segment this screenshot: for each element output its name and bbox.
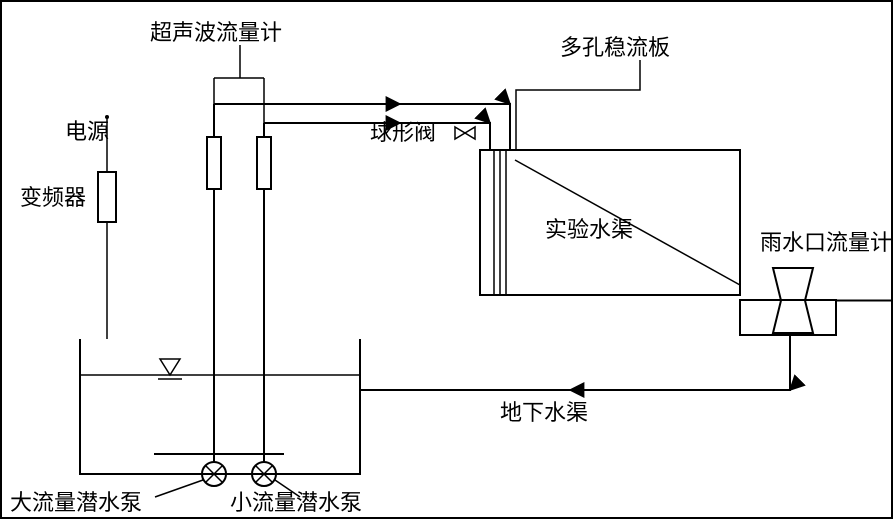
inverter-label: 变频器 — [20, 185, 86, 210]
perforated-plate — [494, 150, 506, 295]
underground-channel — [360, 335, 790, 390]
inlet-flowmeter-label: 雨水口流量计 — [760, 230, 892, 255]
ultrasonic-flowmeter-label: 超声波流量计 — [150, 20, 282, 45]
ball-valve-icon — [455, 127, 475, 139]
ball-valve-label: 球形阀 — [370, 120, 436, 145]
underground-channel-label: 地下水渠 — [500, 400, 588, 425]
perforated-plate-label: 多孔稳流板 — [560, 35, 670, 60]
figure-border — [1, 1, 892, 518]
inverter — [98, 172, 116, 222]
inlet-flowmeter — [740, 268, 893, 335]
diagram-root: 超声波流量计 多孔稳流板 电源 变频器 球形阀 实验水渠 雨水口流量计 地下水渠… — [0, 0, 893, 519]
small-pump-label: 小流量潜水泵 — [230, 490, 362, 515]
power-label: 电源 — [65, 119, 109, 144]
ultrasonic-flowmeter-left — [207, 137, 221, 189]
ultrasonic-flowmeter-right — [257, 137, 271, 189]
experiment-channel-label: 实验水渠 — [545, 217, 633, 242]
leader-lines — [155, 45, 640, 497]
large-pump-label: 大流量潜水泵 — [10, 490, 142, 515]
